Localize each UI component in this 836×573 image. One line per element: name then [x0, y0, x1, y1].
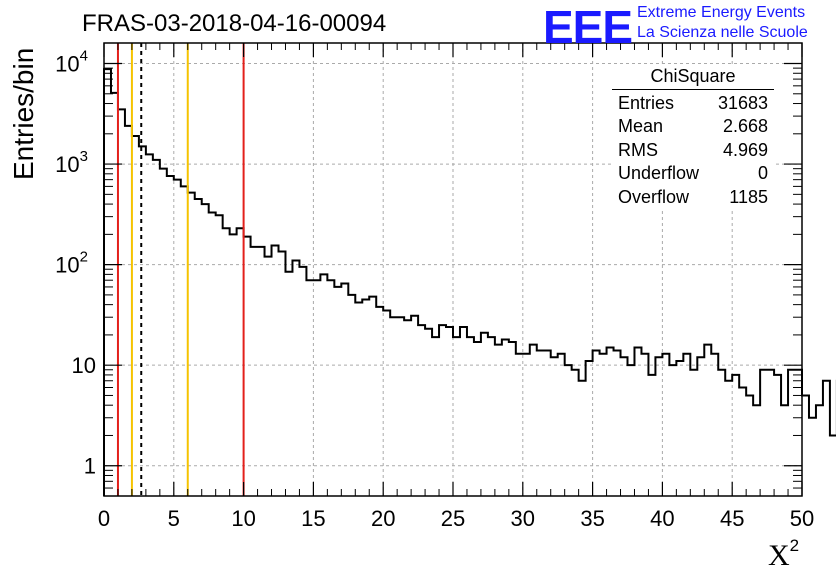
stats-label: Mean — [618, 116, 664, 137]
histogram-line — [103, 68, 836, 496]
x-tick-label: 30 — [511, 506, 535, 531]
logo-line-1: Extreme Energy Events — [637, 4, 806, 21]
eee-logo: EEE — [543, 1, 633, 53]
stats-row-rms: RMS 4.969 — [612, 140, 774, 163]
x-tick-label: 15 — [301, 506, 325, 531]
y-tick-label: 10 — [72, 353, 96, 378]
stats-value: 31683 — [717, 93, 768, 113]
y-tick-label: 1 — [84, 454, 96, 479]
x-tick-label: 50 — [790, 506, 814, 531]
y-tick-label: 104 — [55, 48, 88, 77]
stats-label: RMS — [618, 139, 658, 160]
x-axis-label: X2 — [768, 536, 800, 572]
x-tick-label: 35 — [580, 506, 604, 531]
stats-row-mean: Mean 2.668 — [612, 116, 774, 139]
chart-title: FRAS-03-2018-04-16-00094 — [82, 10, 387, 37]
x-tick-label: 25 — [441, 506, 465, 531]
y-axis-label: Entries/bin — [8, 47, 39, 180]
stats-label: Entries — [618, 93, 675, 113]
y-tick-label: 102 — [55, 249, 88, 278]
stats-label: Overflow — [618, 186, 690, 207]
x-tick-label: 20 — [371, 506, 395, 531]
x-tick-label: 40 — [650, 506, 674, 531]
stats-value: 4.969 — [722, 139, 768, 160]
y-tick-label: 103 — [55, 148, 88, 177]
x-tick-label: 5 — [168, 506, 180, 531]
stats-row-overflow: Overflow 1185 — [612, 187, 774, 210]
stats-row-entries: Entries 31683 — [612, 93, 774, 116]
stats-label: Underflow — [618, 163, 700, 184]
stats-value: 1185 — [729, 186, 768, 207]
logo-line-2: La Scienza nelle Scuole — [637, 24, 808, 41]
stats-title: ChiSquare — [612, 66, 774, 90]
stats-value: 2.668 — [722, 116, 768, 137]
stats-row-underflow: Underflow 0 — [612, 163, 774, 186]
x-tick-label: 45 — [720, 506, 744, 531]
stats-box: ChiSquare Entries 31683 Mean 2.668 RMS 4… — [612, 66, 774, 210]
stats-value: 0 — [757, 163, 768, 184]
x-tick-label: 10 — [231, 506, 255, 531]
x-tick-label: 0 — [98, 506, 110, 531]
